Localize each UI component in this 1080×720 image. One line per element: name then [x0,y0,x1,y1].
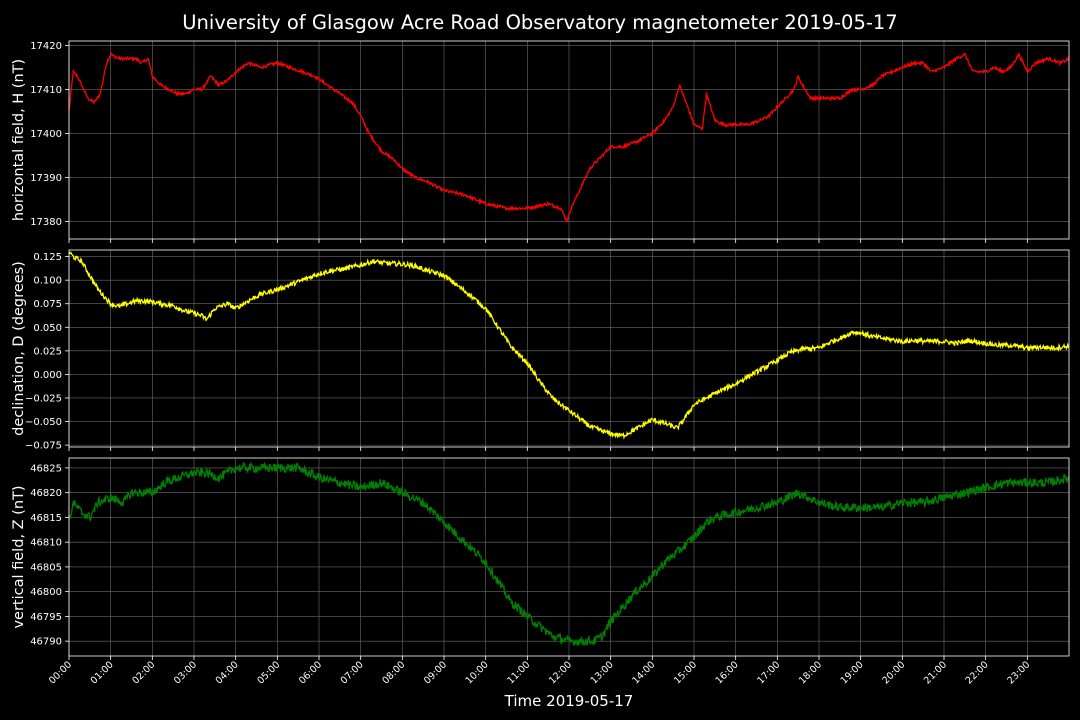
panel-frame [68,40,1070,240]
y-tick-label: 46825 [30,463,62,474]
y-tick-label: 0.025 [33,346,62,357]
y-tick-label: 17420 [30,41,62,52]
y-axis-label: declination, D (degrees) [11,261,27,436]
y-tick-label: 46795 [30,612,62,623]
y-tick-label: 0.100 [33,276,62,287]
series-line [69,461,1069,647]
x-axis-label: Time 2019-05-17 [504,692,634,710]
y-tick-label: 0.075 [33,299,62,310]
y-tick-label: 46815 [30,513,62,524]
y-axis-label: vertical field, Z (nT) [11,485,27,628]
y-tick-label: 46805 [30,562,62,573]
y-tick-label: −0.025 [25,393,62,404]
y-tick-label: 17410 [30,85,62,96]
y-tick-label: 17380 [30,217,62,228]
y-tick-label: −0.050 [25,417,62,428]
y-tick-label: −0.075 [25,441,62,452]
y-tick-label: 17400 [30,129,62,140]
panel-frame [68,249,1070,448]
y-axis-label: horizontal field, H (nT) [11,59,27,221]
panel-2: −0.075 −0.050 −0.025 0.000 0.025 0.050 0.075 0.… [11,249,1070,452]
y-tick-label: 46820 [30,488,62,499]
y-tick-label: 0.125 [33,252,62,263]
y-tick-label: 46790 [30,637,62,648]
y-tick-label: 46810 [30,538,62,549]
panel-frame [68,457,1070,657]
series-line [69,52,1069,223]
series-line [69,251,1069,440]
chart-title: University of Glasgow Acre Road Observat… [182,11,897,34]
panel-3: 46790 46795 46800 46805 46810 46815 46820 46825… [11,457,1070,660]
y-tick-label: 46800 [30,587,62,598]
y-tick-label: 0.000 [33,370,62,381]
y-tick-label: 0.050 [33,323,62,334]
y-tick-label: 17390 [30,173,62,184]
